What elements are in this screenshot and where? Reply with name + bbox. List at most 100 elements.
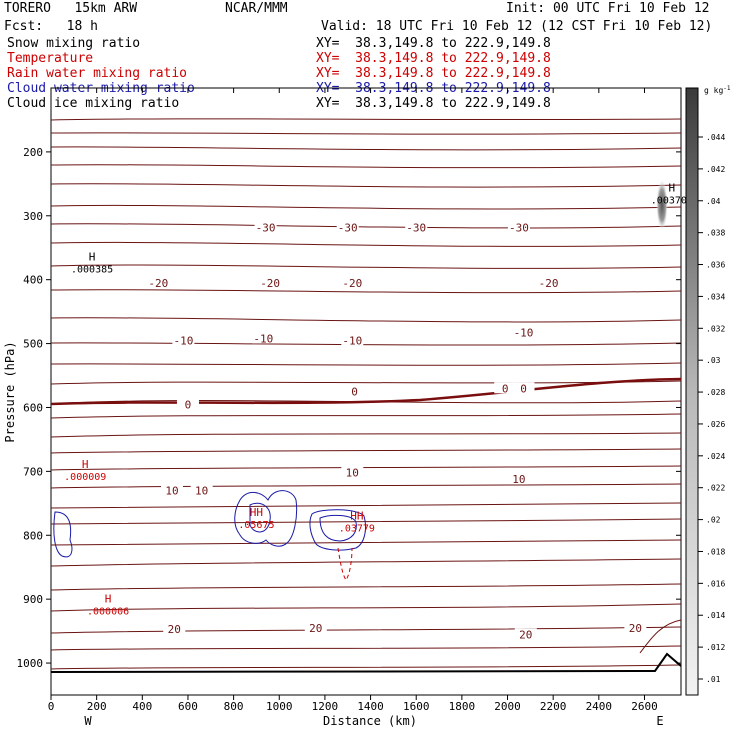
label-mask (190, 484, 213, 496)
extremum-value: .000006 (87, 606, 129, 617)
isotherm-label: 20 (519, 628, 532, 641)
isotherm-label: 20 (629, 622, 642, 635)
plot-frame (50, 87, 682, 696)
label-mask (172, 334, 195, 346)
colorbar-label: .026 (706, 420, 725, 429)
x-tick-label: 2400 (586, 700, 613, 713)
label-mask (304, 621, 327, 633)
isotherm-label: 0 (185, 398, 192, 411)
xy-line-cloud-ice: XY= 38.3,149.8 to 222.9,149.8 (316, 96, 551, 111)
y-axis-title: Pressure (hPa) (3, 341, 17, 442)
isotherm-line (50, 502, 682, 509)
label-mask (176, 398, 199, 410)
y-tick-label: 200 (23, 146, 43, 159)
isotherm-label: 10 (346, 467, 359, 480)
extremum-marker: HH (350, 509, 363, 522)
colorbar-label: .038 (706, 229, 725, 238)
isotherm-line (50, 603, 682, 612)
isotherm-line (50, 164, 682, 169)
label-mask (147, 276, 170, 288)
extrema-labels: H.000385H.000009H.000006H.003708HH.05675… (64, 182, 693, 618)
extremum-value: .03779 (339, 523, 375, 534)
field-label-rain: Rain water mixing ratio (7, 66, 188, 81)
colorbar-unit-exponent: -1 (723, 85, 731, 92)
isotherm-label: 20 (309, 622, 322, 635)
extremum-marker: H (105, 592, 112, 605)
freezing-level-line (50, 377, 682, 406)
x-tick-label: 1600 (403, 700, 430, 713)
isotherm-label: -10 (173, 334, 193, 347)
cloud-water-contour (309, 509, 367, 551)
label-mask (254, 221, 277, 233)
colorbar-label: .018 (706, 547, 725, 556)
y-tick-label: 700 (23, 465, 43, 478)
label-mask (512, 326, 535, 338)
isotherm-label: -10 (253, 332, 273, 345)
extremum-value: .000385 (71, 265, 113, 276)
x-tick-label: 200 (87, 700, 107, 713)
isotherm-label: -20 (148, 277, 168, 290)
isotherm-label: -10 (342, 334, 362, 347)
organization: NCAR/MMM (225, 1, 288, 16)
y-tick-label: 500 (23, 338, 43, 351)
cloud-water-contour (53, 511, 73, 558)
x-tick-label: 1800 (449, 700, 476, 713)
isotherm-line (50, 432, 682, 438)
x-tick-label: 0 (48, 700, 55, 713)
x-tick-label: 1200 (312, 700, 339, 713)
x-tick-label: 400 (132, 700, 152, 713)
label-mask (537, 276, 560, 288)
isotherm-line (50, 183, 682, 188)
x-tick-label: 600 (178, 700, 198, 713)
label-mask (512, 382, 535, 394)
isotherm-label: -20 (342, 277, 362, 290)
label-mask (160, 484, 183, 496)
isotherm-line (50, 362, 682, 366)
isotherm-label: 0 (351, 386, 358, 399)
isotherm-line (50, 465, 682, 471)
x-tick-label: 1400 (357, 700, 384, 713)
forecast-hour: Fcst: 18 h (4, 19, 98, 34)
label-mask (259, 276, 282, 288)
colorbar-label: .016 (706, 579, 725, 588)
isotherm-label: -30 (406, 221, 426, 234)
x-axis-title: Distance (km) (323, 714, 417, 728)
label-mask (341, 466, 364, 478)
xy-line-snow: XY= 38.3,149.8 to 222.9,149.8 (316, 36, 551, 51)
isotherm-line (50, 264, 682, 269)
isotherm-line (50, 483, 682, 489)
isotherm-line (50, 583, 682, 591)
colorbar-label: .032 (706, 324, 725, 333)
y-tick-label: 800 (23, 529, 43, 542)
colorbar-label: .03 (706, 356, 721, 365)
x-tick-label: 2600 (631, 700, 658, 713)
label-mask (507, 473, 530, 485)
field-label-temperature: Temperature (7, 51, 94, 66)
cloud-water-contour (319, 514, 357, 542)
xy-line-temperature: XY= 38.3,149.8 to 222.9,149.8 (316, 51, 551, 66)
init-time: Init: 00 UTC Fri 10 Feb 12 (506, 1, 710, 16)
east-label: E (656, 714, 663, 728)
isotherm-line (50, 380, 682, 385)
isotherm-label: 0 (502, 382, 509, 395)
xy-line-rain: XY= 38.3,149.8 to 222.9,149.8 (316, 66, 551, 81)
isotherm-line (50, 146, 682, 151)
isotherm-line (50, 664, 682, 670)
isotherm-line (50, 241, 682, 247)
label-mask (336, 221, 359, 233)
colorbar-unit-text: g kg (704, 86, 723, 95)
x-tick-label: 800 (224, 700, 244, 713)
isotherm-line (50, 342, 682, 346)
cloud-water-contour (234, 490, 298, 547)
colorbar-label: .02 (706, 516, 721, 525)
cloud-water-contour (249, 502, 271, 533)
y-tick-label: 900 (23, 593, 43, 606)
isotherm-line (50, 118, 682, 121)
snow-shading (656, 179, 668, 231)
x-tick-label: 2200 (540, 700, 567, 713)
isotherm-line (50, 539, 682, 546)
colorbar-label: .036 (706, 261, 725, 270)
isotherm-label: -20 (539, 277, 559, 290)
isotherm-line (50, 223, 682, 229)
colorbar-label: .042 (706, 165, 725, 174)
